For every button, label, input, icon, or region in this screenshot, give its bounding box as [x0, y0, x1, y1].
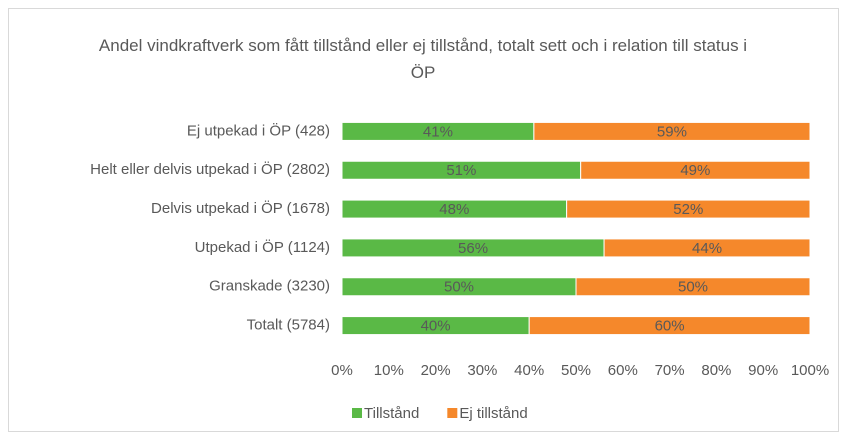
bar-segment — [575, 277, 811, 297]
bar-segment — [533, 121, 811, 141]
data-label: 56% — [458, 240, 488, 257]
bar-segment — [566, 199, 811, 219]
bar-segment — [603, 238, 811, 258]
chart-border — [8, 8, 839, 432]
data-label: 50% — [678, 279, 708, 296]
legend-swatch — [447, 408, 458, 418]
data-label: 40% — [421, 318, 451, 335]
y-tick-label: Ej utpekad i ÖP (428) — [187, 121, 330, 139]
y-tick-label: Delvis utpekad i ÖP (1678) — [151, 199, 330, 217]
x-tick-label: 10% — [374, 362, 404, 379]
data-label: 51% — [446, 162, 476, 179]
data-label: 52% — [673, 201, 703, 218]
x-tick-label: 0% — [331, 362, 353, 379]
data-label: 44% — [692, 240, 722, 257]
legend-label: Tillstånd — [364, 405, 419, 422]
x-tick-label: 40% — [514, 362, 544, 379]
y-tick-label: Granskade (3230) — [209, 278, 330, 295]
x-tick-label: 80% — [701, 362, 731, 379]
data-label: 50% — [444, 279, 474, 296]
x-tick-label: 50% — [561, 362, 591, 379]
x-tick-label: 20% — [421, 362, 451, 379]
x-tick-label: 30% — [467, 362, 497, 379]
chart-title: Andel vindkraftverk som fått tillstånd e… — [98, 36, 748, 82]
x-tick-label: 90% — [748, 362, 778, 379]
y-tick-label: Helt eller delvis utpekad i ÖP (2802) — [90, 160, 330, 178]
y-tick-label: Utpekad i ÖP (1124) — [195, 238, 330, 256]
x-tick-label: 70% — [655, 362, 685, 379]
data-label: 41% — [423, 123, 453, 140]
bar-segment — [528, 316, 811, 336]
data-label: 49% — [680, 162, 710, 179]
legend-label: Ej tillstånd — [459, 405, 527, 422]
data-label: 48% — [439, 201, 469, 218]
data-label: 60% — [655, 318, 685, 335]
legend-swatch — [352, 408, 362, 418]
data-label: 59% — [657, 123, 687, 140]
y-tick-label: Totalt (5784) — [247, 317, 330, 334]
x-tick-label: 60% — [608, 362, 638, 379]
bar-segment — [580, 160, 811, 180]
x-tick-label: 100% — [791, 362, 829, 379]
